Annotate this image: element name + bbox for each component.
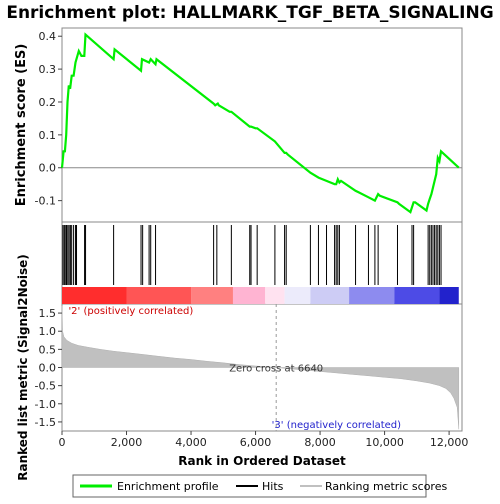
colorbar-segment xyxy=(310,287,350,304)
bottom-ytick-label: -1.0 xyxy=(35,398,56,411)
chart-title: Enrichment plot: HALLMARK_TGF_BETA_SIGNA… xyxy=(6,3,493,23)
negative-correlation-label: '3' (negatively correlated) xyxy=(272,420,401,431)
x-axis-label: Rank in Ordered Dataset xyxy=(178,454,346,468)
colorbar-segment xyxy=(191,287,233,304)
colorbar-segment xyxy=(62,287,127,304)
xtick-label: 2,000 xyxy=(111,436,143,449)
top-ytick-label: 0.1 xyxy=(39,129,57,142)
colorbar-segment xyxy=(265,287,285,304)
xtick-label: 4,000 xyxy=(175,436,207,449)
xtick-label: 0 xyxy=(59,436,66,449)
ranking-metric-area xyxy=(61,305,460,430)
xtick-label: 10,000 xyxy=(365,436,404,449)
legend-label: Enrichment profile xyxy=(117,480,219,493)
legend-label: Hits xyxy=(262,480,284,493)
bottom-ytick-label: -0.5 xyxy=(35,380,56,393)
xtick-label: 12,000 xyxy=(430,436,469,449)
bottom-ytick-label: -1.5 xyxy=(35,416,56,429)
top-ytick-label: 0.0 xyxy=(39,162,57,175)
legend: Enrichment profile Hits Ranking metric sco… xyxy=(72,474,447,498)
xtick-label: 8,000 xyxy=(304,436,336,449)
bottom-ylabel: Ranked list metric (Signal2Noise) xyxy=(16,254,30,481)
top-ytick-label: 0.4 xyxy=(39,30,57,43)
top-ylabel: Enrichment score (ES) xyxy=(14,44,29,207)
top-ytick-label: 0.3 xyxy=(39,63,57,76)
top-ytick-label: 0.2 xyxy=(39,96,57,109)
bottom-ytick-label: 1.5 xyxy=(39,307,57,320)
colorbar-segment xyxy=(126,287,192,304)
bottom-ytick-label: 0.0 xyxy=(39,362,57,375)
colorbar-segment xyxy=(349,287,395,304)
enrichment-profile-line xyxy=(60,32,460,214)
xtick-label: 6,000 xyxy=(240,436,272,449)
top-panel-frame xyxy=(61,27,463,223)
bottom-ytick-label: 1.0 xyxy=(39,325,57,338)
top-ytick-label: -0.1 xyxy=(35,195,56,208)
legend-label: Ranking metric scores xyxy=(325,480,447,493)
colorbar-segment xyxy=(284,287,311,304)
colorbar-segment xyxy=(439,287,459,304)
colorbar-segment xyxy=(232,287,266,304)
colorbar-segment xyxy=(394,287,440,304)
bottom-ytick-label: 0.5 xyxy=(39,343,57,356)
zero-cross-label: Zero cross at 6640 xyxy=(229,364,323,375)
positive-correlation-label: '2' (positively correlated) xyxy=(68,306,193,317)
